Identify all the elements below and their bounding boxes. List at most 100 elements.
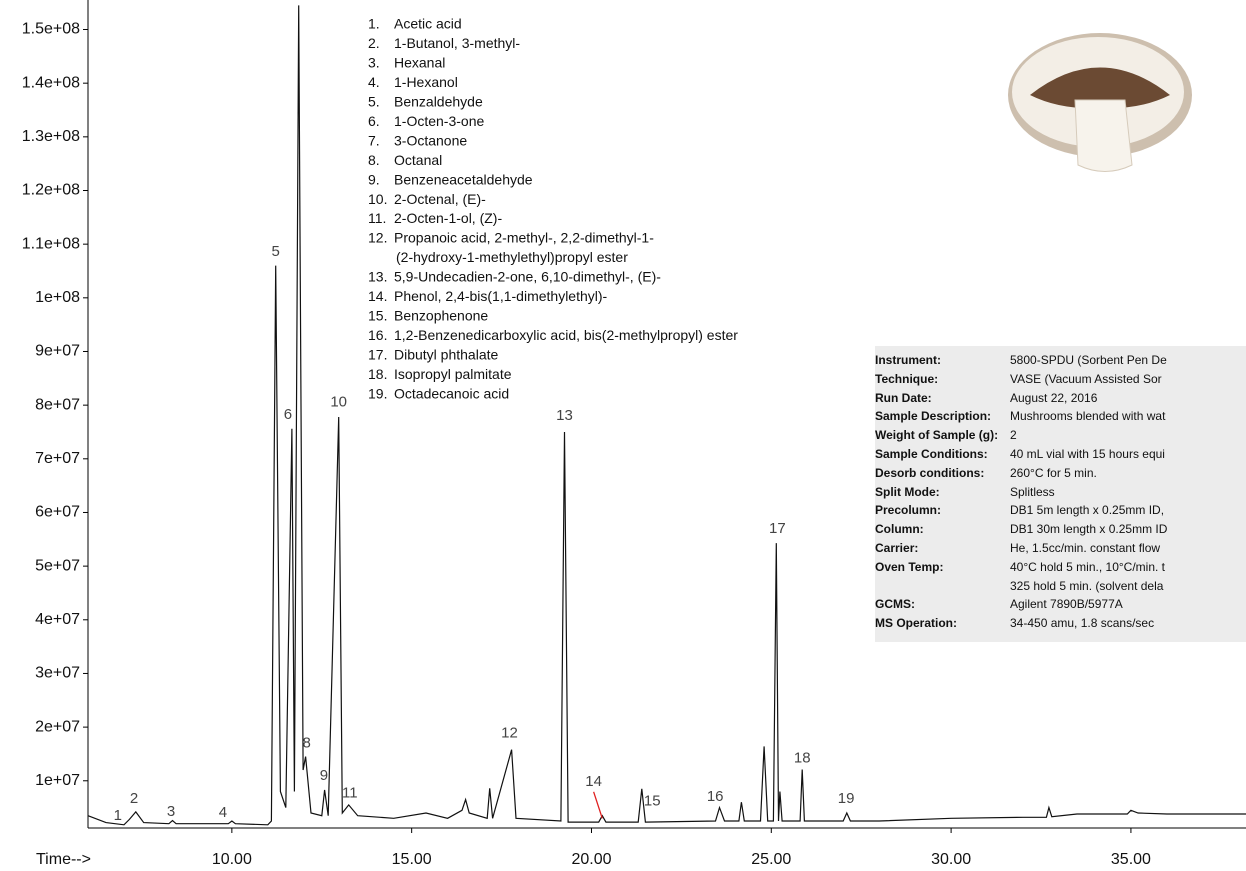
compound-number: 4. xyxy=(368,74,380,90)
compound-number: 2. xyxy=(368,35,380,51)
y-tick-label: 1e+07 xyxy=(35,772,80,789)
table-key: Sample Conditions: xyxy=(875,447,988,461)
compound-name: Hexanal xyxy=(394,55,445,71)
compound-number: 7. xyxy=(368,132,380,148)
compound-number: 14. xyxy=(368,288,387,304)
y-tick-label: 1.2e+08 xyxy=(22,182,80,199)
table-value: 2 xyxy=(1010,428,1017,443)
peak-label: 9 xyxy=(320,767,328,784)
compound-name: Benzaldehyde xyxy=(394,94,483,110)
y-tick-label: 7e+07 xyxy=(35,450,80,467)
mushroom-picture xyxy=(1008,33,1192,172)
compound-name: Isopropyl palmitate xyxy=(394,366,512,382)
x-tick-label: 10.00 xyxy=(212,851,252,868)
table-value: 40 mL vial with 15 hours equi xyxy=(1010,447,1165,461)
table-value: 5800-SPDU (Sorbent Pen De xyxy=(1010,353,1167,367)
compound-name: 5,9-Undecadien-2-one, 6,10-dimethyl-, (E… xyxy=(394,269,661,285)
table-value: 40°C hold 5 min., 10°C/min. t xyxy=(1010,559,1165,574)
table-value: VASE (Vacuum Assisted Sor xyxy=(1010,371,1162,386)
peak-label: 16 xyxy=(707,788,724,805)
table-key: Sample Description: xyxy=(875,409,992,424)
y-tick-label: 1.1e+08 xyxy=(22,235,80,252)
compound-number: 12. xyxy=(368,230,387,246)
compound-name: Acetic acid xyxy=(394,16,462,32)
y-tick-label: 1e+08 xyxy=(35,289,80,306)
compound-number: 1. xyxy=(368,16,380,32)
x-tick-label: 30.00 xyxy=(931,851,971,868)
peak-label: 3 xyxy=(167,803,175,820)
x-tick-label: 15.00 xyxy=(392,851,432,868)
table-value: 34-450 amu, 1.8 scans/sec xyxy=(1010,616,1155,631)
peak-label: 15 xyxy=(644,793,661,810)
y-tick-label: 1.5e+08 xyxy=(22,21,80,38)
y-tick-label: 5e+07 xyxy=(35,557,80,574)
compound-name: (2-hydroxy-1-methylethyl)propyl ester xyxy=(396,249,628,265)
y-tick-label: 4e+07 xyxy=(35,611,80,628)
y-tick-label: 9e+07 xyxy=(35,343,80,360)
compound-number: 17. xyxy=(368,346,387,362)
compound-number: 5. xyxy=(368,94,380,110)
chromatogram-line xyxy=(87,5,1246,826)
peak-label: 4 xyxy=(219,804,227,821)
compound-name: 2-Octenal, (E)- xyxy=(394,191,486,207)
compound-name: Benzeneacetaldehyde xyxy=(394,171,533,187)
compound-name: 1-Hexanol xyxy=(394,74,458,90)
table-key: Weight of Sample (g): xyxy=(875,428,999,443)
y-tick-label: 8e+07 xyxy=(35,396,80,413)
compound-number: 18. xyxy=(368,366,387,382)
table-key: Instrument: xyxy=(875,353,941,367)
table-value: 260°C for 5 min. xyxy=(1010,465,1097,480)
peak-label: 10 xyxy=(330,393,347,410)
compound-number: 6. xyxy=(368,113,380,129)
table-value: Mushrooms blended with wat xyxy=(1010,409,1166,424)
compound-number: 15. xyxy=(368,307,387,323)
peak-label: 14 xyxy=(585,773,602,790)
compound-number: 10. xyxy=(368,191,387,207)
compound-number: 16. xyxy=(368,327,387,343)
table-value: August 22, 2016 xyxy=(1010,390,1098,405)
peak-label: 1 xyxy=(114,807,122,824)
table-key: Precolumn: xyxy=(875,503,942,518)
peak-label: 17 xyxy=(769,520,786,537)
x-tick-label: 25.00 xyxy=(751,851,791,868)
compound-name: Benzophenone xyxy=(394,307,488,323)
peak-label: 13 xyxy=(556,407,573,424)
peak-label: 18 xyxy=(794,750,811,767)
compound-number: 19. xyxy=(368,385,387,401)
instrument-table: Instrument: 5800-SPDU (Sorbent Pen De Tech… xyxy=(875,346,1246,642)
table-value: DB1 5m length x 0.25mm ID, xyxy=(1010,503,1165,518)
compound-number: 11. xyxy=(368,210,386,226)
compound-name: 3-Octanone xyxy=(394,132,467,148)
compound-number: 13. xyxy=(368,269,387,285)
x-axis-label: Time--> xyxy=(36,851,91,868)
peak-label: 5 xyxy=(272,243,280,260)
compound-name: 1-Butanol, 3-methyl- xyxy=(394,35,520,51)
compound-number: 3. xyxy=(368,55,380,71)
compound-name: Propanoic acid, 2-methyl-, 2,2-dimethyl-… xyxy=(394,230,654,246)
compound-name: 2-Octen-1-ol, (Z)- xyxy=(394,210,502,226)
x-tick-label: 20.00 xyxy=(571,851,611,868)
table-key: GCMS: xyxy=(875,597,915,612)
compound-number: 8. xyxy=(368,152,380,168)
table-key: Run Date: xyxy=(875,390,932,405)
y-tick-label: 3e+07 xyxy=(35,665,80,682)
y-tick-label: 1.3e+08 xyxy=(22,128,80,145)
compound-number: 9. xyxy=(368,171,380,187)
compound-name: Octanal xyxy=(394,152,442,168)
table-value: He, 1.5cc/min. constant flow xyxy=(1010,541,1161,555)
compound-name: Phenol, 2,4-bis(1,1-dimethylethyl)- xyxy=(394,288,608,304)
peak-label: 12 xyxy=(501,725,518,742)
compound-name: 1-Octen-3-one xyxy=(394,113,484,129)
table-value: 325 hold 5 min. (solvent dela xyxy=(1010,578,1164,593)
table-key: Desorb conditions: xyxy=(875,465,985,480)
table-key: Oven Temp: xyxy=(875,559,944,574)
table-key: Carrier: xyxy=(875,541,919,555)
peak-label: 19 xyxy=(838,790,855,807)
compound-name: Dibutyl phthalate xyxy=(394,346,499,362)
table-key: Split Mode: xyxy=(875,484,940,499)
peak-label: 8 xyxy=(302,735,310,752)
table-key: MS Operation: xyxy=(875,616,958,631)
table-value: DB1 30m length x 0.25mm ID xyxy=(1010,522,1168,537)
